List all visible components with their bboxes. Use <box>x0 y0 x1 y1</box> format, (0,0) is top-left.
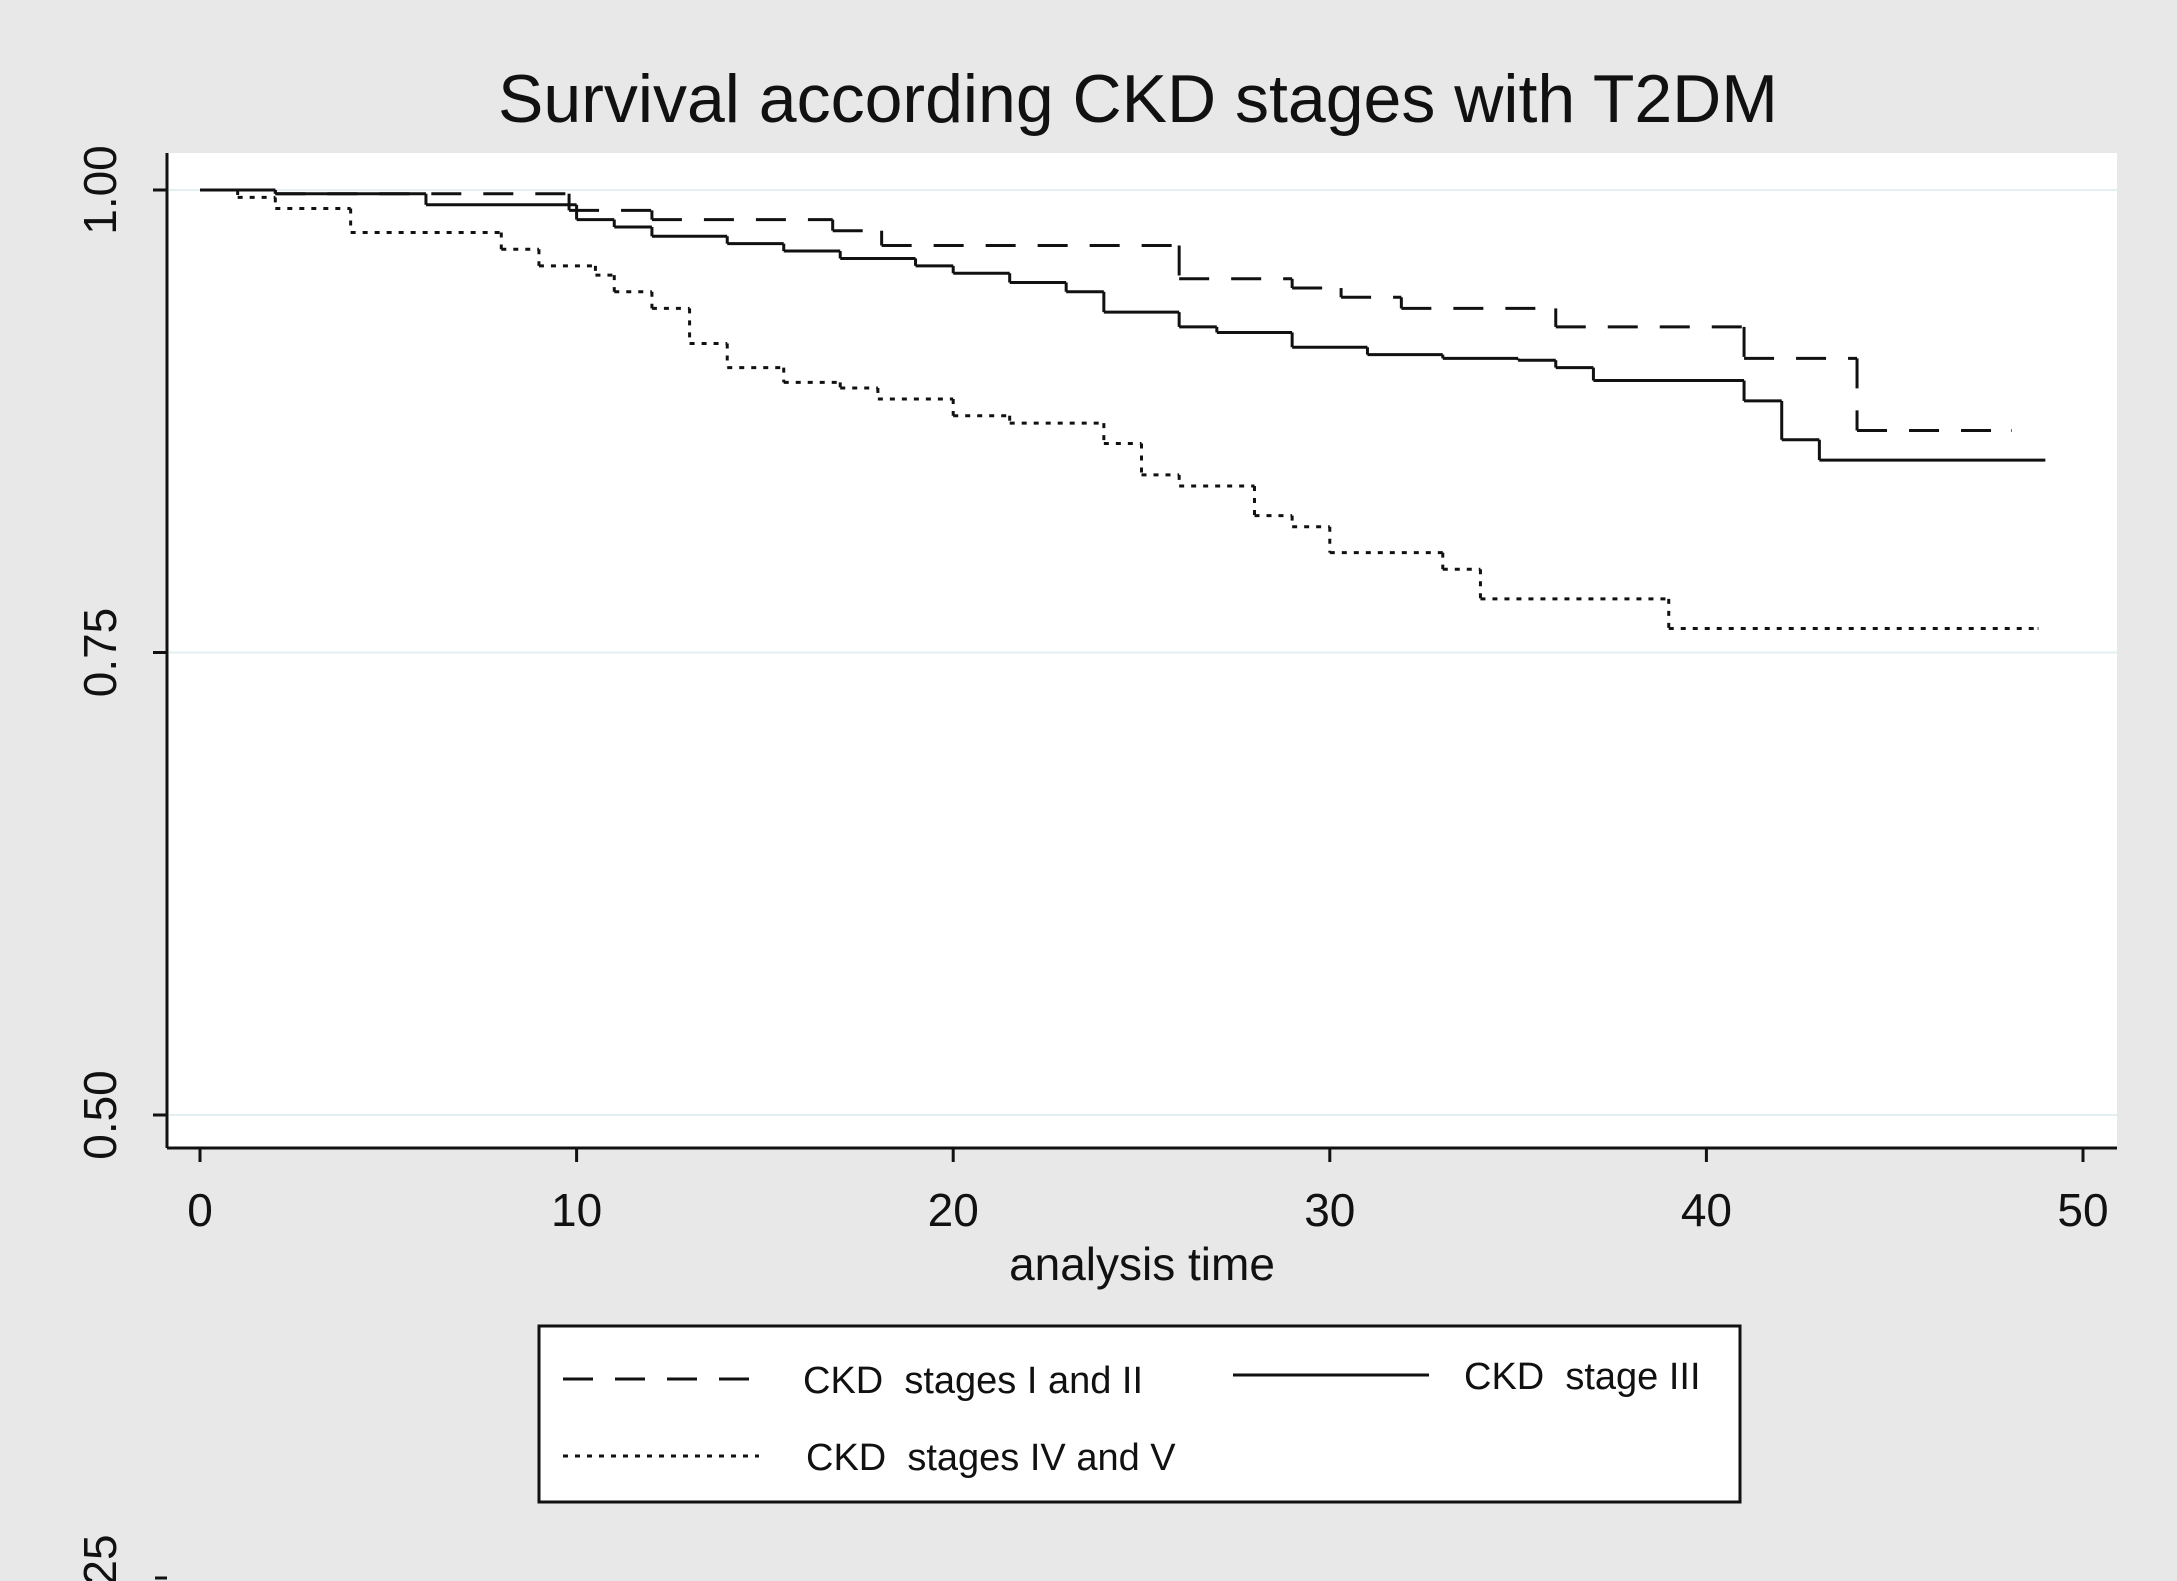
x-tick-label: 50 <box>2057 1184 2108 1236</box>
plot-area <box>167 153 2117 1148</box>
legend <box>537 1324 1742 1504</box>
survival-curve <box>200 188 2038 630</box>
y-tick-label: 0.50 <box>74 1070 126 1160</box>
y-tick-label: 0.75 <box>74 608 126 698</box>
x-axis-label: analysis time <box>1009 1238 1275 1290</box>
legend-label: CKD stages I and II <box>803 1360 1143 1402</box>
chart-title: Survival according CKD stages with T2DM <box>498 61 1778 137</box>
cropped-tick-label: 25 <box>74 1534 126 1581</box>
legend-label: CKD stage III <box>1464 1356 1701 1398</box>
x-tick-label: 10 <box>551 1184 602 1236</box>
x-tick-label: 0 <box>187 1184 213 1236</box>
legend-label: CKD stages IV and V <box>806 1437 1176 1479</box>
y-tick-label: 1.00 <box>74 145 126 235</box>
x-tick-label: 40 <box>1681 1184 1732 1236</box>
x-tick-label: 20 <box>928 1184 979 1236</box>
x-tick-label: 30 <box>1304 1184 1355 1236</box>
